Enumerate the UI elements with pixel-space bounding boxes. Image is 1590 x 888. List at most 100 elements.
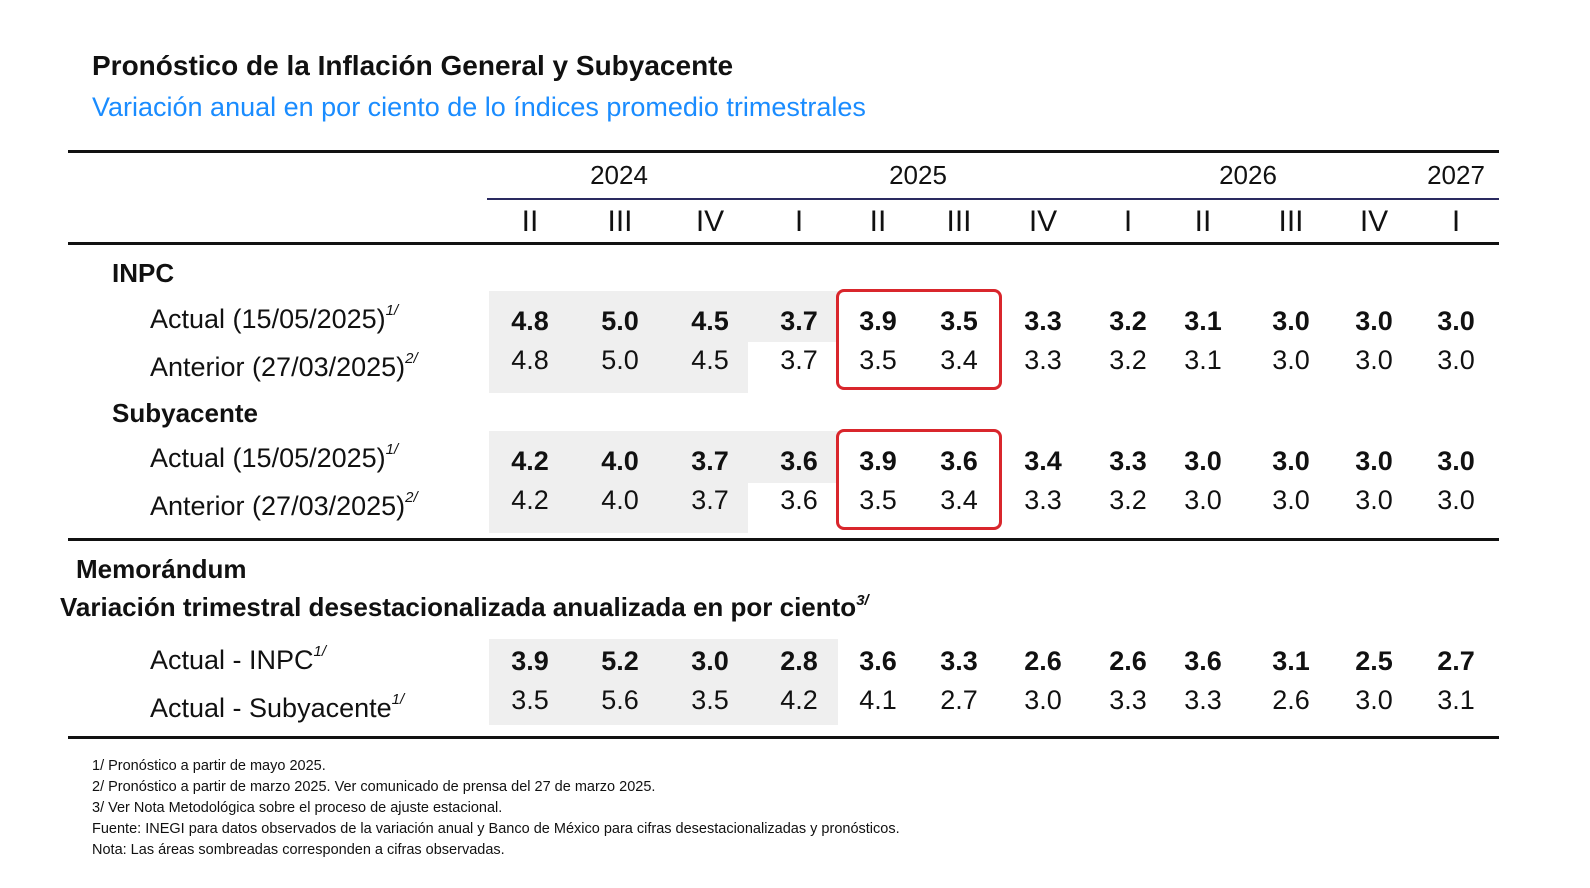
page-subtitle: Variación anual en por ciento de lo índi… (92, 92, 866, 122)
quarter-header: II (1194, 205, 1212, 238)
table-cell: 3.5 (940, 306, 978, 336)
table-cell: 4.8 (511, 345, 549, 375)
table-cell: 3.0 (1437, 446, 1475, 476)
footnote: 1/ Pronóstico a partir de mayo 2025. (92, 758, 326, 774)
table-cell: 3.0 (1355, 446, 1393, 476)
table-cell: 2.6 (1109, 646, 1147, 676)
table-cell: 3.0 (1184, 446, 1222, 476)
table-cell: 3.4 (1024, 446, 1062, 476)
top-rule (68, 150, 1499, 153)
table-cell: 4.2 (511, 446, 549, 476)
section-inpc: INPC (112, 258, 175, 288)
table-cell: 3.3 (1024, 485, 1062, 515)
quarter-header: IV (1028, 205, 1058, 238)
observed-shade-inpc-a (489, 291, 748, 393)
highlight-box-subyacente (836, 429, 1002, 530)
row-label-note: 2/ (405, 350, 418, 367)
bottom-rule (68, 736, 1499, 739)
table-cell: 5.6 (601, 685, 639, 715)
table-cell: 3.6 (859, 646, 897, 676)
table-cell: 3.0 (1272, 446, 1310, 476)
table-cell: 5.0 (601, 345, 639, 375)
footnote: 2/ Pronóstico a partir de marzo 2025. Ve… (92, 779, 656, 795)
row-label-sub-actual: Actual (15/05/2025)1/ (150, 441, 399, 474)
table-cell: 4.2 (780, 685, 818, 715)
table-cell: 5.2 (601, 646, 639, 676)
row-label-note: 1/ (313, 643, 327, 660)
table-cell: 3.0 (1437, 306, 1475, 336)
footnote: Nota: Las áreas sombreadas corresponden … (92, 842, 505, 858)
table-cell: 5.0 (601, 306, 639, 336)
table-cell: 3.5 (511, 685, 549, 715)
table-cell: 3.0 (1272, 345, 1310, 375)
table-cell: 3.2 (1109, 345, 1147, 375)
table-cell: 3.0 (1437, 345, 1475, 375)
quarter-header: IV (695, 205, 725, 238)
year-2026: 2026 (1219, 160, 1277, 190)
year-2025: 2025 (889, 160, 947, 190)
table-cell: 3.7 (691, 485, 729, 515)
observed-shade-sub-b (748, 431, 838, 483)
quarter-header: I (1451, 205, 1461, 238)
table-cell: 3.6 (940, 446, 978, 476)
observed-shade-inpc-b (748, 291, 838, 342)
table-cell: 3.0 (1272, 485, 1310, 515)
table-cell: 3.2 (1109, 485, 1147, 515)
table-cell: 4.2 (511, 485, 549, 515)
table-cell: 3.6 (780, 485, 818, 515)
table-cell: 3.9 (859, 446, 897, 476)
highlight-box-inpc (836, 289, 1002, 390)
row-label-memo-inpc: Actual - INPC1/ (150, 643, 327, 676)
table-cell: 2.5 (1355, 646, 1393, 676)
observed-shade-sub-a (489, 431, 748, 533)
table-cell: 4.0 (601, 446, 639, 476)
row-label-note: 2/ (405, 489, 418, 506)
section-subyacente: Subyacente (112, 398, 258, 428)
table-cell: 3.3 (1109, 446, 1147, 476)
table-cell: 2.7 (940, 685, 978, 715)
quarter-header: I (1123, 205, 1133, 238)
quarter-header: II (869, 205, 887, 238)
observed-shade-memo (489, 639, 838, 725)
table-cell: 3.7 (691, 446, 729, 476)
table-cell: 3.1 (1184, 345, 1222, 375)
row-label-text: Actual - Subyacente (150, 693, 392, 723)
table-cell: 3.9 (511, 646, 549, 676)
table-cell: 2.6 (1024, 646, 1062, 676)
row-label-note: 1/ (385, 441, 399, 458)
page-title: Pronóstico de la Inflación General y Sub… (92, 50, 734, 81)
table-cell: 3.7 (780, 345, 818, 375)
table-cell: 3.7 (780, 306, 818, 336)
footnote: Fuente: INEGI para datos observados de l… (92, 821, 900, 837)
table-cell: 3.5 (691, 685, 729, 715)
table-cell: 3.3 (1184, 685, 1222, 715)
table-cell: 4.1 (859, 685, 897, 715)
table-cell: 3.5 (859, 345, 897, 375)
quarter-header: II (521, 205, 539, 238)
section-divider-rule (68, 538, 1499, 541)
row-label-text: Actual (15/05/2025) (150, 304, 386, 334)
memorandum-subtitle-text: Variación trimestral desestacionalizada … (60, 592, 857, 622)
row-label-text: Anterior (27/03/2025) (150, 352, 406, 382)
table-cell: 3.9 (859, 306, 897, 336)
table-cell: 3.1 (1437, 685, 1475, 715)
table-cell: 3.3 (1024, 345, 1062, 375)
quarter-header: III (946, 205, 972, 238)
row-label-memo-sub: Actual - Subyacente1/ (150, 691, 405, 724)
year-2024: 2024 (590, 160, 648, 190)
table-cell: 3.0 (1355, 345, 1393, 375)
row-label-note: 1/ (391, 691, 405, 708)
table-cell: 4.8 (511, 306, 549, 336)
table-cell: 2.8 (780, 646, 818, 676)
table-cell: 3.0 (1355, 306, 1393, 336)
table-cell: 3.3 (1109, 685, 1147, 715)
quarter-header: III (607, 205, 633, 238)
table-cell: 3.0 (1024, 685, 1062, 715)
table-cell: 3.0 (1355, 685, 1393, 715)
table-cell: 3.0 (1437, 485, 1475, 515)
table-cell: 3.5 (859, 485, 897, 515)
table-cell: 3.1 (1272, 646, 1310, 676)
table-cell: 3.4 (940, 485, 978, 515)
table-cell: 3.6 (1184, 646, 1222, 676)
footnote: 3/ Ver Nota Metodológica sobre el proces… (92, 800, 503, 816)
